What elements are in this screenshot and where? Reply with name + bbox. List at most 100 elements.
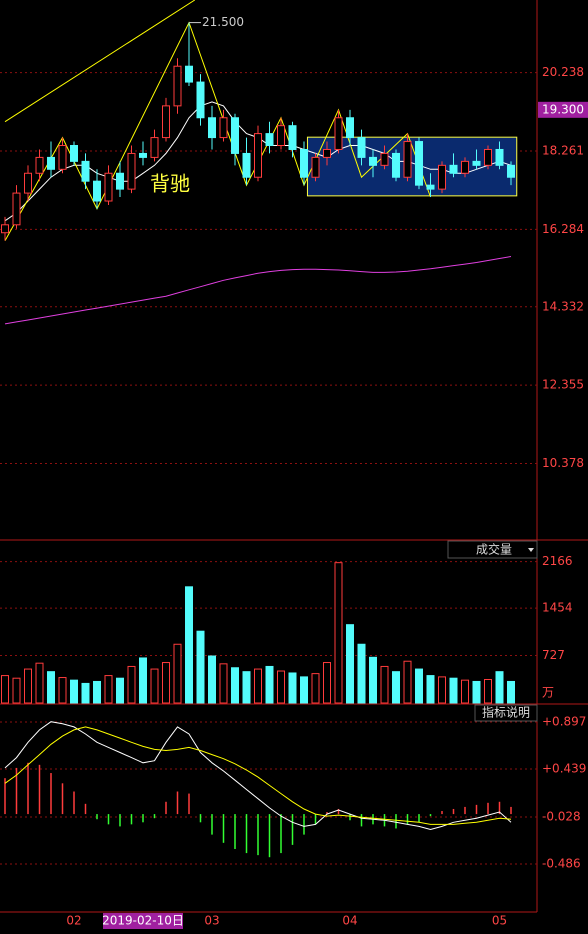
volume-bar: [116, 677, 124, 704]
volume-bar: [300, 676, 308, 704]
volume-bar: [438, 676, 446, 704]
volume-bar: [369, 656, 377, 704]
macd-line: [4, 721, 512, 831]
volume-bar: [35, 662, 44, 704]
volume-bar: [58, 677, 67, 704]
x-tick-label: 03: [204, 914, 219, 928]
candle-body: [392, 152, 400, 178]
volume-bar: [380, 665, 389, 704]
volume-bar: [196, 630, 205, 704]
candle-body: [150, 137, 159, 158]
candle-body: [403, 141, 412, 178]
candle-body: [196, 81, 205, 119]
volume-bar: [415, 668, 423, 704]
candle-body: [116, 172, 124, 190]
candle-body: [346, 117, 354, 139]
candle-body: [288, 125, 297, 150]
candle-body: [93, 180, 101, 202]
volume-bar: [47, 671, 55, 704]
candle-body: [58, 145, 67, 170]
volume-bar: [265, 665, 274, 704]
ma-line: [4, 256, 512, 325]
candle-body: [311, 156, 320, 178]
volume-bar: [173, 643, 182, 704]
date-highlight: [103, 913, 183, 929]
candle-body: [472, 160, 481, 166]
price-marker-label: 19.300: [542, 102, 584, 116]
candle-body: [323, 148, 331, 158]
y-tick-label: 10.378: [542, 456, 584, 470]
volume-bar: [426, 675, 435, 704]
candle-body: [415, 141, 423, 186]
price-marker: [538, 101, 588, 118]
volume-unit: 万: [542, 686, 554, 700]
volume-header[interactable]: [447, 540, 538, 559]
volume-title[interactable]: 成交量: [476, 542, 512, 557]
volume-bar: [81, 682, 90, 704]
y-tick-label: 2166: [542, 554, 573, 568]
candle-body: [185, 65, 193, 83]
volume-bar: [346, 624, 354, 704]
candle-body: [162, 105, 170, 139]
volume-bar: [12, 677, 21, 704]
candle-body: [495, 148, 504, 166]
candle-body: [277, 125, 285, 147]
candle-body: [104, 172, 113, 202]
y-tick-label: +0.897: [542, 715, 586, 729]
candle-body: [300, 148, 308, 178]
volume-bar: [93, 680, 101, 704]
volume-bar: [24, 668, 32, 704]
y-tick-label: 18.261: [542, 144, 584, 158]
volume-bar: [162, 662, 170, 704]
volume-bar: [231, 667, 239, 704]
volume-bar: [277, 670, 285, 704]
volume-bar: [484, 679, 492, 704]
candle-body: [24, 172, 32, 194]
trendline: [4, 0, 196, 123]
x-tick-label: 2019-02-10日: [102, 914, 184, 928]
y-tick-label: 14.332: [542, 299, 584, 313]
volume-bar: [472, 680, 481, 704]
x-tick-label: 04: [342, 914, 357, 928]
volume-bar: [495, 671, 504, 704]
y-tick-label: -0.028: [542, 809, 581, 823]
candle-body: [81, 160, 90, 182]
candle-body: [369, 156, 377, 166]
volume-bar: [334, 562, 343, 704]
y-tick-label: 16.284: [542, 222, 584, 236]
volume-bar: [449, 677, 458, 704]
candle-body: [438, 164, 446, 190]
candle-body: [139, 152, 147, 158]
candle-body: [380, 152, 389, 166]
volume-bar: [150, 668, 159, 704]
volume-bar: [139, 657, 147, 704]
x-tick-label: 02: [66, 914, 81, 928]
x-tick-label: 05: [492, 914, 507, 928]
candle-body: [357, 137, 366, 158]
candle-body: [219, 117, 228, 139]
y-tick-label: 20.238: [542, 65, 584, 79]
candle-body: [231, 117, 239, 154]
macd-title[interactable]: 指标说明: [482, 705, 530, 720]
volume-bar: [208, 655, 216, 704]
volume-bar: [507, 680, 515, 704]
volume-bar: [254, 668, 262, 704]
volume-bar: [219, 663, 228, 704]
volume-bar: [392, 671, 400, 704]
y-tick-label: +0.439: [542, 762, 586, 776]
candle-body: [12, 192, 21, 226]
peak-label: 21.500: [202, 15, 244, 29]
volume-bar: [461, 679, 469, 704]
dropdown-arrow[interactable]: [528, 548, 534, 552]
volume-bar: [323, 662, 331, 704]
volume-bar: [104, 675, 113, 704]
candle-body: [334, 117, 343, 150]
candle-body: [208, 117, 216, 139]
volume-bar: [1, 675, 9, 704]
candle-body: [127, 152, 136, 190]
y-tick-label: 727: [542, 648, 565, 662]
indicator-header[interactable]: [474, 704, 538, 722]
